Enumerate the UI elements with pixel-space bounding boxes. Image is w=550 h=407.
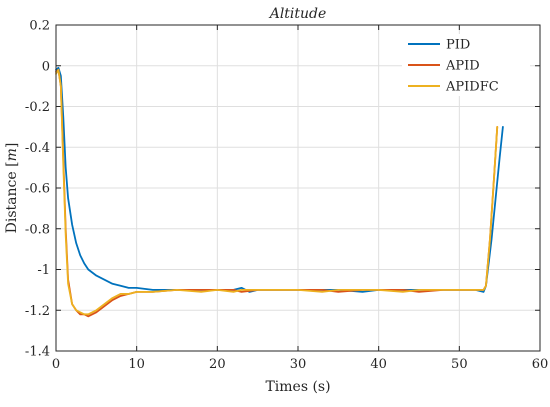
chart-title: Altitude bbox=[268, 6, 327, 22]
y-axis-label-close-bracket: ] bbox=[4, 143, 20, 148]
plot-frame bbox=[55, 24, 541, 352]
x-tick-label: 40 bbox=[370, 357, 387, 372]
y-tick-label: -0.4 bbox=[25, 141, 50, 156]
x-tick-label: 0 bbox=[52, 357, 60, 372]
legend-label-apid: APID bbox=[445, 59, 480, 74]
series-line-apidfc bbox=[55, 68, 499, 316]
legend-label-pid: PID bbox=[446, 38, 470, 53]
x-axis-label: Times (s) bbox=[265, 379, 330, 395]
x-tick-label: 50 bbox=[451, 357, 468, 372]
x-tick-label: 20 bbox=[209, 357, 226, 372]
legend-label-apidfc: APIDFC bbox=[445, 80, 499, 95]
y-tick-label: 0 bbox=[42, 59, 50, 74]
y-tick-label: -0.2 bbox=[25, 100, 50, 115]
y-axis-label-open-bracket: [ bbox=[4, 161, 20, 166]
y-tick-label: -1.2 bbox=[25, 304, 50, 319]
series-layer bbox=[55, 66, 504, 318]
y-tick-label: -1.4 bbox=[25, 345, 50, 360]
x-tick-label: 10 bbox=[128, 357, 145, 372]
legend: PID APID APIDFC bbox=[402, 34, 530, 96]
y-tick-label: -0.8 bbox=[25, 222, 50, 237]
x-tick-label: 60 bbox=[532, 357, 549, 372]
y-axis-label: Distance [m] bbox=[4, 143, 20, 234]
tick-layer: 0 10 20 30 40 50 60 0.2 0 -0.2 -0.4 -0.6 -0.8 -1 -1.2 -… bbox=[25, 19, 548, 373]
y-tick-label: -0.6 bbox=[25, 182, 50, 197]
y-axis-label-text: Distance bbox=[4, 167, 20, 233]
y-tick-label: -1 bbox=[37, 263, 50, 278]
x-tick-label: 30 bbox=[290, 357, 307, 372]
y-axis-label-unit: m bbox=[4, 148, 20, 161]
y-tick-label: 0.2 bbox=[29, 19, 50, 34]
